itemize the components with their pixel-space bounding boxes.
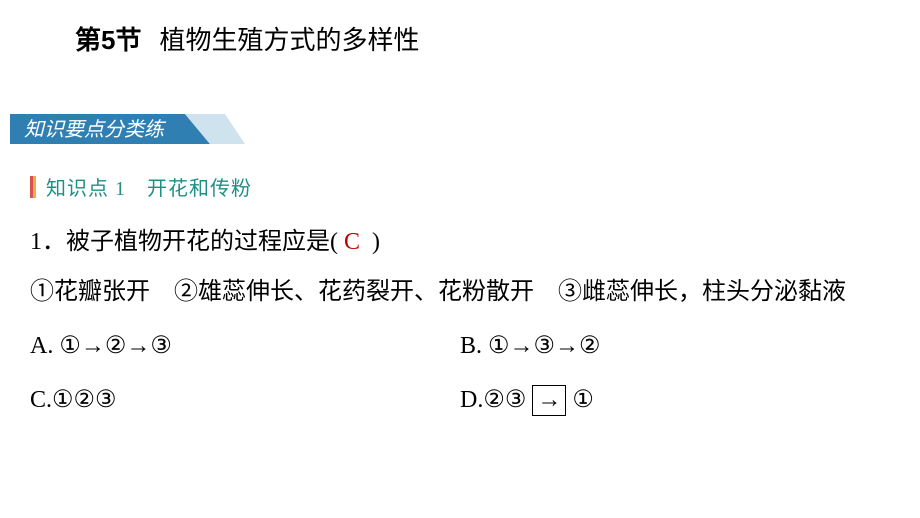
knowledge-point-label: 知识点 1 开花和传粉 <box>46 172 252 201</box>
option-d-part2: ① <box>572 387 594 413</box>
knowledge-point-row: 知识点 1 开花和传粉 <box>30 172 252 201</box>
stem-after: ) <box>372 229 380 255</box>
stem-before: 被子植物开花的过程应是( <box>66 229 338 255</box>
options-row-1: A. ①→②→③ B. ①→③→② <box>30 322 890 370</box>
section-number: 第5节 <box>75 20 141 57</box>
kp-color-bar <box>30 176 36 198</box>
answer-letter: C <box>344 229 360 255</box>
option-b: B. ①→③→② <box>460 322 890 370</box>
section-title: 植物生殖方式的多样性 <box>159 20 419 57</box>
question-stem: 1．被子植物开花的过程应是( C ) <box>30 218 890 266</box>
practice-banner: 知识要点分类练 <box>10 108 250 150</box>
option-d-part1: D.②③ <box>460 387 526 413</box>
banner-text: 知识要点分类练 <box>24 119 167 141</box>
question-number: 1． <box>30 229 66 255</box>
option-d-boxed-arrow: → <box>532 385 566 416</box>
question-block: 1．被子植物开花的过程应是( C ) ①花瓣张开 ②雄蕊伸长、花药裂开、花粉散开… <box>30 218 890 424</box>
option-c: C.①②③ <box>30 376 460 424</box>
option-d: D.②③ → ① <box>460 376 890 424</box>
option-a: A. ①→②→③ <box>30 322 460 370</box>
options-row-2: C.①②③ D.②③ → ① <box>30 376 890 424</box>
title-row: 第5节 植物生殖方式的多样性 <box>75 20 419 57</box>
question-items: ①花瓣张开 ②雄蕊伸长、花药裂开、花粉散开 ③雌蕊伸长，柱头分泌黏液 <box>30 268 890 316</box>
